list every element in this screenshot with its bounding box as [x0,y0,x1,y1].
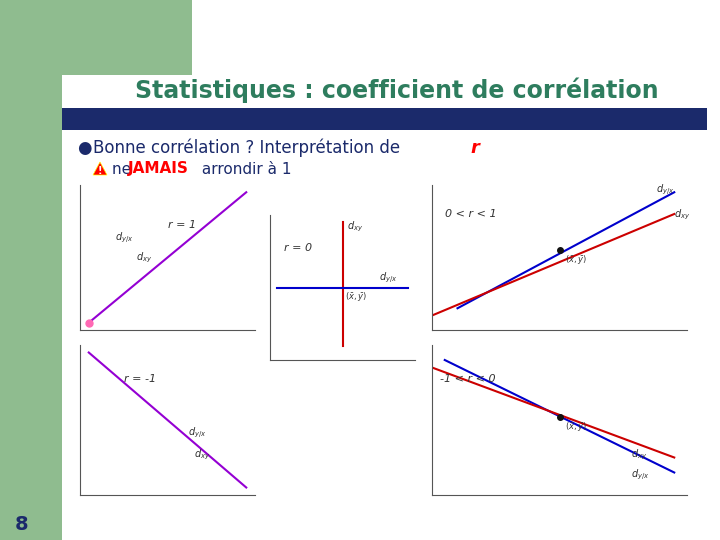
Text: r = -1: r = -1 [124,375,156,384]
Text: JAMAIS: JAMAIS [128,161,189,177]
Text: ●: ● [77,139,91,157]
Text: !: ! [98,166,102,176]
Text: r = 0: r = 0 [284,243,312,253]
Text: $d_{y/x}$: $d_{y/x}$ [189,426,207,440]
Text: $d_{xy}$: $d_{xy}$ [674,207,690,222]
Polygon shape [93,162,107,175]
Text: 8: 8 [15,516,29,535]
Text: $d_{y/x}$: $d_{y/x}$ [631,468,649,482]
Text: $d_{xy}$: $d_{xy}$ [631,448,647,462]
Text: Statistiques : coefficient de corrélation: Statistiques : coefficient de corrélatio… [135,77,659,103]
Text: $(\bar{x},\bar{y})$: $(\bar{x},\bar{y})$ [346,290,367,303]
FancyBboxPatch shape [0,0,62,135]
Text: 0 < r < 1: 0 < r < 1 [445,209,496,219]
FancyBboxPatch shape [62,0,720,540]
Text: $d_{xy}$: $d_{xy}$ [194,448,210,462]
Polygon shape [62,0,100,135]
Text: r: r [470,139,479,157]
FancyBboxPatch shape [62,0,192,75]
Text: Bonne corrélation ? Interprétation de: Bonne corrélation ? Interprétation de [93,139,405,157]
Text: ne: ne [112,161,136,177]
Text: -1 < r < 0: -1 < r < 0 [440,375,495,384]
Text: r = 1: r = 1 [168,220,196,231]
Text: $d_{y/x}$: $d_{y/x}$ [379,271,397,285]
FancyBboxPatch shape [0,0,62,60]
Text: $d_{y/x}$: $d_{y/x}$ [115,231,134,245]
Text: $(\bar{x},\bar{y})$: $(\bar{x},\bar{y})$ [564,253,587,266]
Text: $d_{xy}$: $d_{xy}$ [347,220,363,234]
Text: $(\bar{x},\bar{y})$: $(\bar{x},\bar{y})$ [564,420,587,433]
Text: $d_{xy}$: $d_{xy}$ [136,251,153,265]
Text: arrondir à 1: arrondir à 1 [197,161,292,177]
FancyBboxPatch shape [0,0,62,540]
FancyBboxPatch shape [62,108,707,130]
Text: $d_{y/x}$: $d_{y/x}$ [657,183,675,197]
